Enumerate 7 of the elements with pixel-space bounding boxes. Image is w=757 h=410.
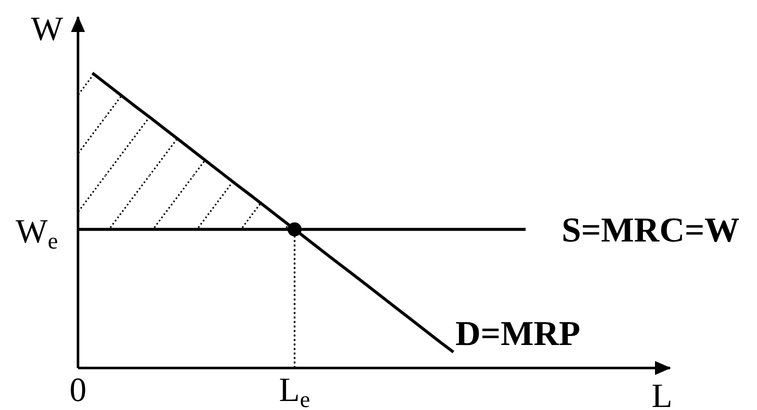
x-axis-title: L [652, 378, 672, 410]
x-tick-label: 0 [70, 372, 86, 409]
y-axis-title: W [30, 11, 64, 48]
series-label: S=MRC=W [562, 210, 740, 250]
series-label: D=MRP [455, 314, 580, 354]
annotation: W$_{e}$ [16, 213, 58, 255]
x-tick-label: L$_{e}$ [279, 372, 310, 410]
